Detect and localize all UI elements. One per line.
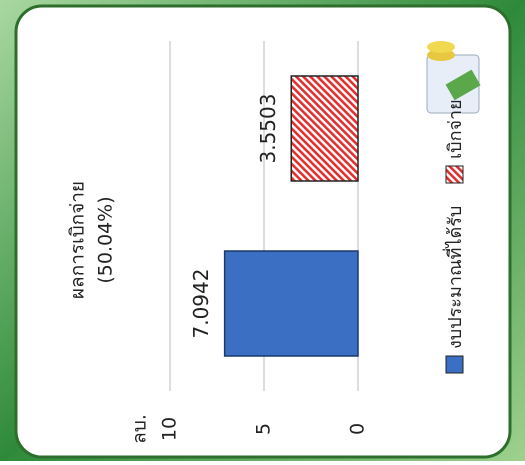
chart-title: ผลการเบิกจ่าย bbox=[67, 181, 89, 299]
chart-subtitle: (50.04%) bbox=[95, 196, 117, 283]
y-tick-label: 0 bbox=[347, 423, 369, 435]
bar bbox=[223, 250, 359, 357]
value-label: 3.5503 bbox=[256, 94, 280, 164]
y-axis-label: ลบ. bbox=[129, 414, 151, 444]
bar bbox=[290, 75, 359, 182]
panel bbox=[14, 4, 512, 459]
legend-swatch bbox=[445, 355, 464, 374]
icon bbox=[426, 41, 481, 114]
value-label: 7.0942 bbox=[189, 269, 213, 339]
legend-swatch bbox=[445, 165, 464, 184]
y-tick-label: 10 bbox=[159, 417, 181, 441]
rotated-chart: ผลการเบิกจ่าย (50.04%) ลบ. 0 5 10 7.0942 งบป… bbox=[67, 41, 466, 444]
legend-label: งบประมาณที่ได้รับ bbox=[442, 206, 466, 349]
legend-label: เบิกจ่าย bbox=[445, 99, 466, 159]
y-tick-label: 5 bbox=[253, 423, 275, 435]
